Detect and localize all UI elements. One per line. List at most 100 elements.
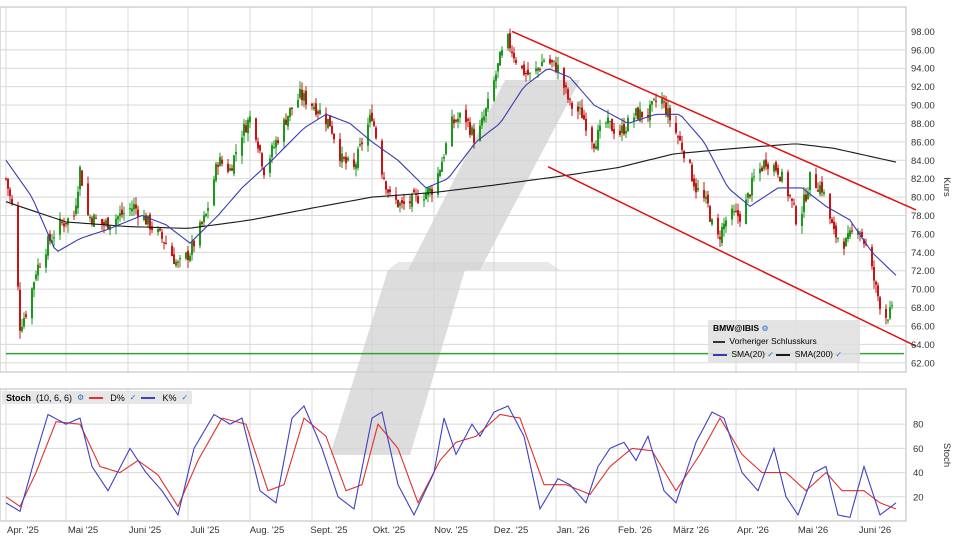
sma200-toggle-icon[interactable]: ✓ [835, 350, 843, 359]
candle-body [731, 208, 733, 220]
y-tick-label: 86.00 [911, 137, 935, 148]
candle-body [483, 116, 485, 121]
candle-body [583, 115, 585, 120]
candle-body [151, 226, 153, 230]
candle-body [591, 127, 593, 142]
candle-body [781, 171, 783, 182]
candle-body [623, 124, 625, 135]
x-tick-label: Nov. '25 [434, 525, 468, 536]
candle-body [609, 120, 611, 122]
candle-body [415, 194, 417, 196]
candle-body [177, 261, 179, 263]
sma20-toggle-icon[interactable]: ✓ [767, 350, 774, 359]
candle-body [773, 165, 775, 172]
candle-body [653, 99, 655, 101]
candle-body [375, 127, 377, 139]
candle-body [81, 170, 83, 186]
k-swatch [141, 396, 156, 399]
k-toggle-icon[interactable]: ✓ [181, 393, 189, 402]
candle-body [717, 217, 719, 235]
candle-body [465, 109, 467, 123]
k-label: K% [162, 392, 177, 403]
candle-body [735, 210, 737, 212]
stoch-y-tick-label: 80 [913, 420, 924, 431]
candle-body [305, 90, 307, 105]
candle-body [271, 145, 273, 158]
candle-body [147, 215, 149, 225]
candle-body [249, 116, 251, 123]
y-tick-label: 78.00 [911, 211, 935, 222]
candle-body [763, 160, 765, 169]
candle-body [131, 208, 133, 212]
candle-body [487, 98, 489, 109]
legend-sma20: SMA(20) [731, 349, 765, 359]
sma200-swatch [776, 353, 791, 356]
candle-body [677, 136, 679, 138]
candle-body [51, 240, 53, 243]
candle-body [59, 218, 61, 235]
candle-body [319, 109, 321, 115]
candle-body [221, 159, 223, 164]
candle-body [795, 206, 797, 225]
candle-body [115, 218, 117, 227]
candle-body [831, 219, 833, 224]
candle-body [171, 245, 173, 257]
candle-body [31, 288, 33, 319]
candle-body [145, 215, 147, 225]
candle-body [761, 167, 763, 171]
candle-body [859, 232, 861, 234]
candle-body [331, 126, 333, 134]
candle-body [803, 194, 805, 213]
candle-body [693, 178, 695, 187]
candle-body [823, 192, 825, 194]
stoch-params: (10, 6, 6) [36, 392, 73, 403]
candle-body [5, 178, 7, 180]
candle-body [751, 177, 753, 196]
candle-body [747, 192, 749, 198]
candle-body [787, 172, 789, 197]
stoch-settings-icon[interactable]: ⚙ [77, 393, 85, 402]
candle-body [185, 252, 187, 259]
candle-body [33, 282, 35, 290]
x-tick-label: März '26 [673, 525, 709, 536]
candle-body [809, 171, 811, 191]
candle-body [257, 141, 259, 149]
candle-body [205, 213, 207, 217]
x-tick-label: Dez. '25 [494, 525, 529, 536]
candle-body [215, 163, 217, 181]
candle-body [103, 222, 105, 226]
candle-body [835, 225, 837, 238]
candles-layer [5, 28, 893, 339]
legend-prev-close: Vorheriger Schlusskurs [729, 336, 817, 346]
d-swatch [89, 396, 104, 399]
candle-body [453, 119, 455, 124]
candle-body [233, 155, 235, 174]
candle-body [499, 52, 501, 66]
candle-body [691, 164, 693, 182]
candle-body [497, 63, 499, 72]
candle-body [665, 102, 667, 116]
candle-body [681, 142, 683, 150]
candle-body [543, 60, 545, 62]
settings-icon[interactable]: ⚙ [761, 324, 769, 333]
x-tick-label: Sept. '25 [310, 525, 347, 536]
candle-body [361, 142, 363, 145]
candle-body [291, 107, 293, 109]
d-toggle-icon[interactable]: ✓ [129, 393, 137, 402]
candle-body [429, 187, 431, 192]
candle-body [597, 130, 599, 150]
candle-body [311, 103, 313, 107]
candle-body [341, 153, 343, 163]
candle-body [409, 201, 411, 204]
candle-body [65, 222, 67, 225]
x-tick-label: Aug. '25 [250, 525, 285, 536]
candle-body [369, 114, 371, 123]
stoch-y-tick-label: 60 [913, 444, 924, 455]
candle-body [19, 289, 21, 331]
candle-body [549, 59, 551, 64]
candle-body [595, 145, 597, 150]
candle-body [481, 118, 483, 126]
candle-body [427, 187, 429, 196]
candle-body [437, 173, 439, 195]
candle-body [679, 135, 681, 141]
